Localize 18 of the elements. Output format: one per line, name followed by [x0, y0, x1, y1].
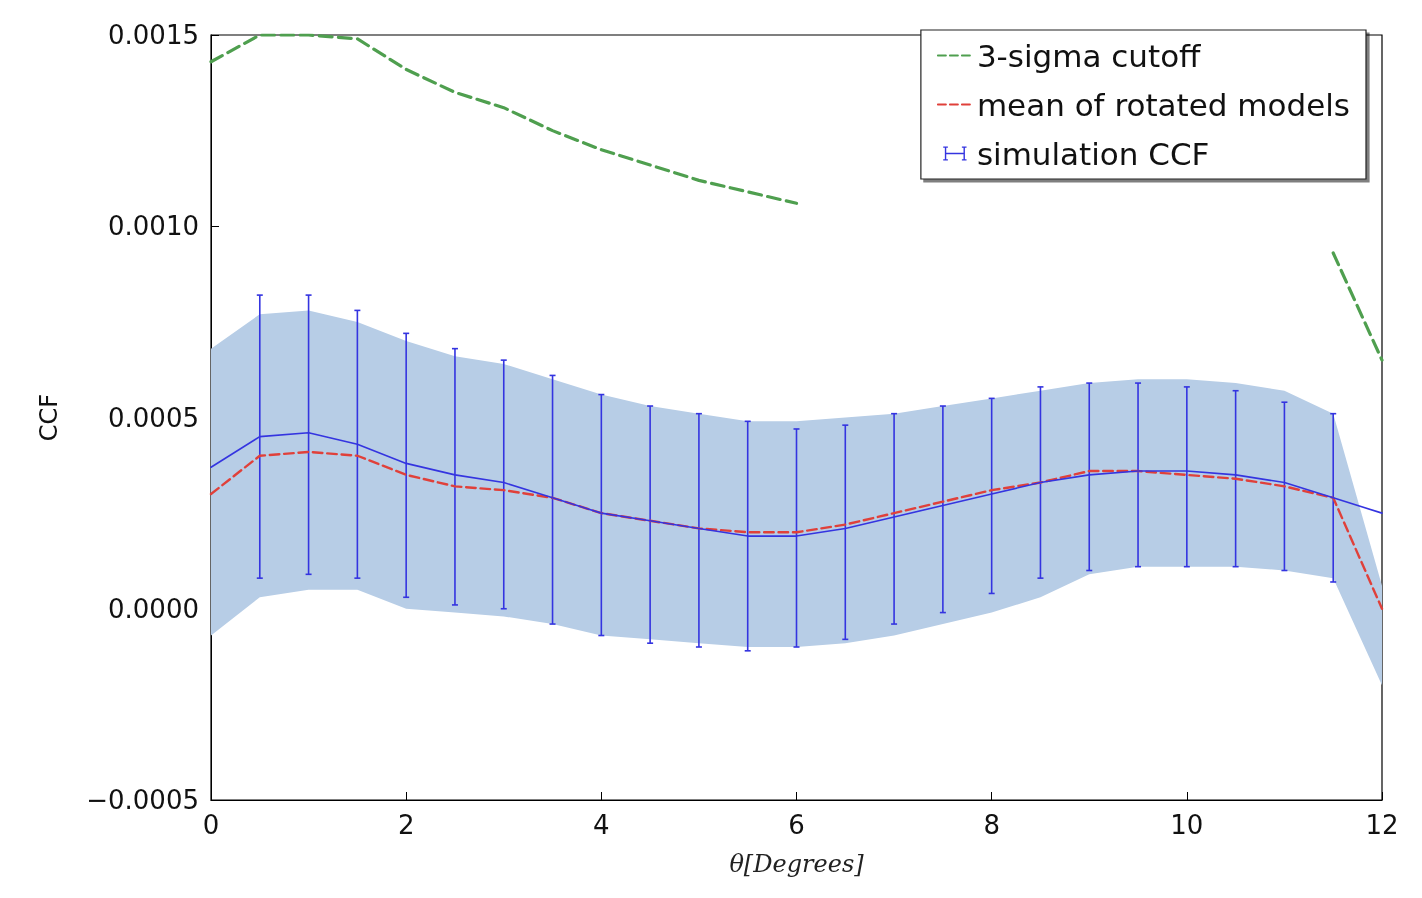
line-series — [209, 450, 1384, 610]
x-tick-label: 12 — [1365, 810, 1399, 840]
x-tick-label: 8 — [983, 810, 1000, 840]
y-tick-label: 0.0015 — [108, 20, 199, 50]
legend-label: simulation CCF — [976, 135, 1210, 172]
x-tick-label: 2 — [397, 810, 415, 840]
y-axis-title: CCF — [35, 393, 63, 442]
y-tick-label: −0.0005 — [86, 785, 199, 815]
y-tick-label: 0.0005 — [108, 402, 199, 433]
x-tick-label: 0 — [202, 810, 220, 840]
legend-label: 3-sigma cutoff — [976, 37, 1202, 74]
x-tick-label: 4 — [593, 810, 610, 840]
y-tick-label: 0.0000 — [108, 593, 199, 624]
x-axis-title: θ[Degrees] — [729, 850, 865, 878]
y-tick-label: 0.0010 — [108, 211, 199, 242]
x-tick-label: 10 — [1170, 810, 1204, 840]
legend-label: mean of rotated models — [976, 86, 1350, 123]
x-tick-label: 6 — [788, 810, 805, 840]
